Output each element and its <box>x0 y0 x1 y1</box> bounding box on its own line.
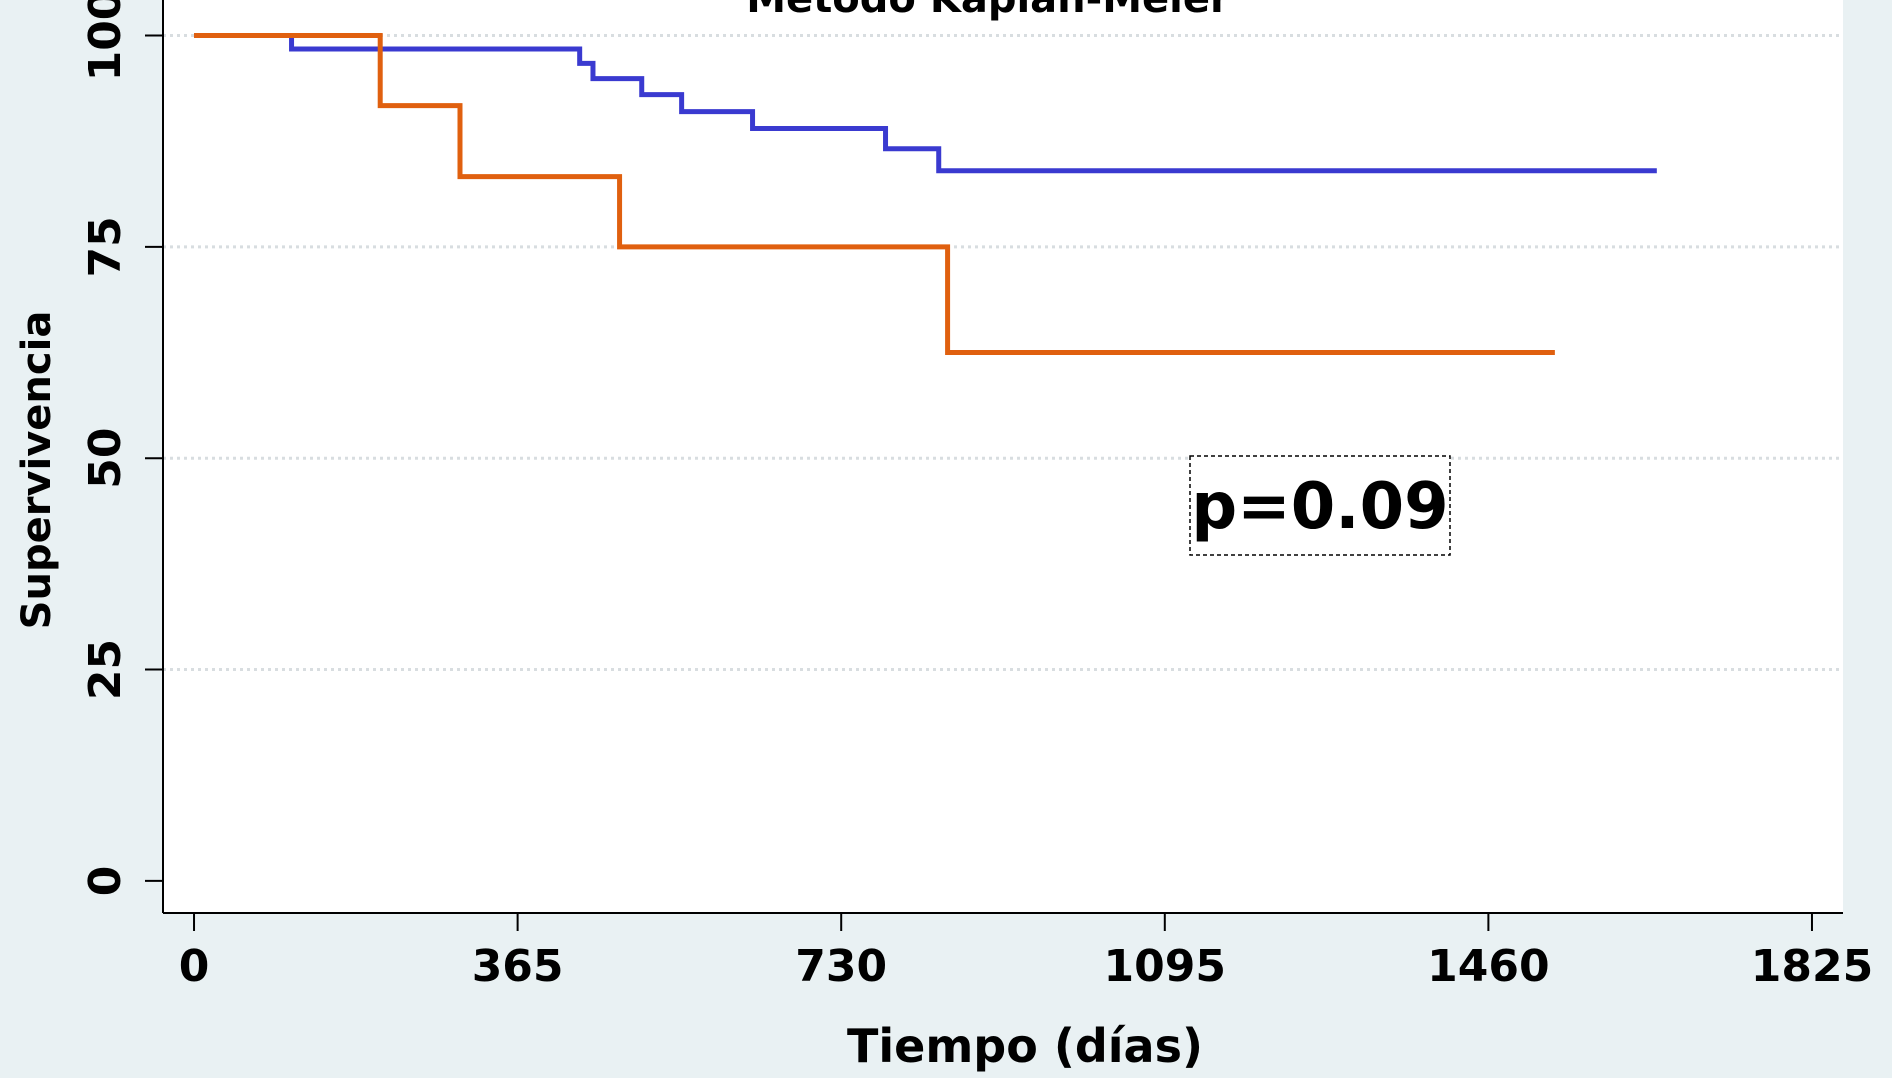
chart-title: Método Kaplan-Meier <box>746 0 1230 22</box>
x-tick-label-1095: 1095 <box>1104 941 1226 992</box>
y-tick-label-75: 75 <box>80 216 131 277</box>
x-ticks: 0 365 730 1095 1460 1825 <box>179 913 1873 992</box>
p-value-label: p=0.09 <box>1191 470 1448 544</box>
y-tick-label-50: 50 <box>80 428 131 489</box>
y-tick-label-100: 100 <box>80 0 131 81</box>
x-tick-label-1460: 1460 <box>1427 941 1549 992</box>
x-tick-label-730: 730 <box>795 941 887 992</box>
plot-background <box>163 0 1843 913</box>
series-line-2 <box>194 33 1555 356</box>
x-tick-label-1825: 1825 <box>1751 941 1873 992</box>
y-ticks: 0 25 50 75 100 <box>80 0 163 896</box>
p-value-annotation: p=0.09 <box>1189 455 1451 556</box>
y-tick-label-0: 0 <box>80 866 131 897</box>
series-lines <box>194 33 1657 356</box>
axes <box>162 0 1843 914</box>
series-line-1 <box>194 33 1657 174</box>
x-tick-label-365: 365 <box>472 941 564 992</box>
p-value-box <box>1189 455 1451 556</box>
x-tick-label-0: 0 <box>179 941 210 992</box>
gridlines <box>163 34 1843 672</box>
y-tick-label-25: 25 <box>80 639 131 700</box>
y-axis-title: Supervivencia <box>14 311 60 630</box>
x-axis-title: Tiempo (días) <box>847 1019 1203 1073</box>
